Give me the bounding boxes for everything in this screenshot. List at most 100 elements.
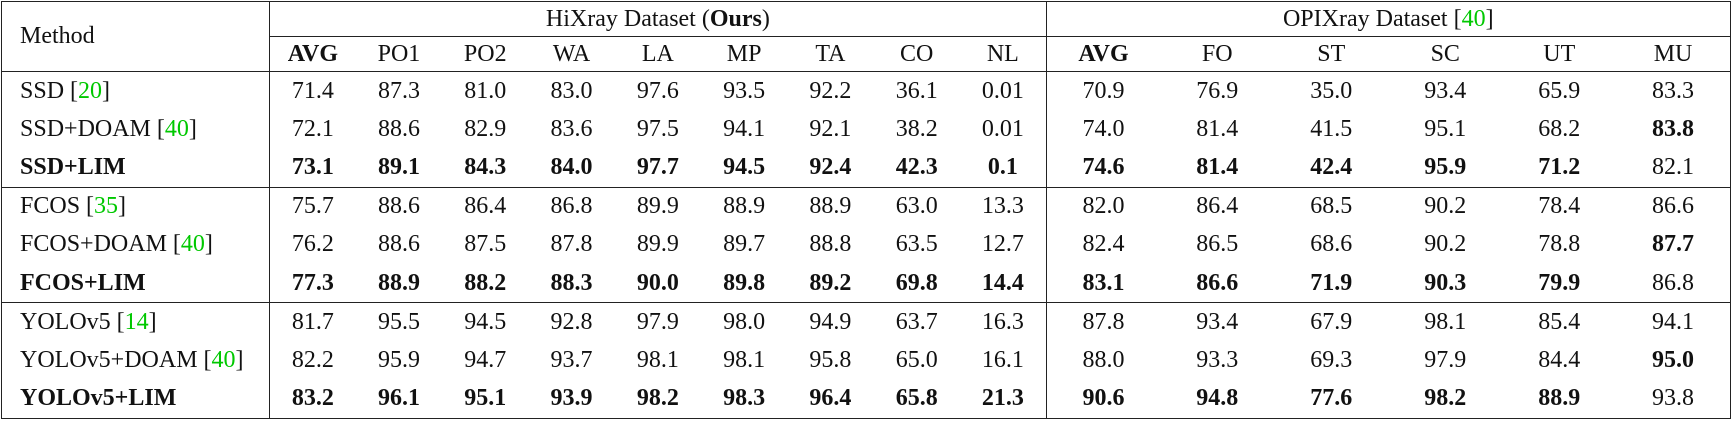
- text-segment: 40: [211, 346, 236, 373]
- value-cell: 35.0: [1274, 71, 1389, 110]
- method-cell: SSD+LIM: [2, 149, 270, 188]
- column-header: NL: [959, 36, 1047, 72]
- value-cell: 87.5: [464, 231, 507, 258]
- column-header: FO: [1160, 36, 1275, 72]
- value-cell: 94.1: [723, 115, 766, 142]
- value-cell: 0.1: [987, 154, 1018, 180]
- value-cell: 94.5: [723, 154, 766, 180]
- text-segment: 35: [94, 193, 119, 219]
- value-cell: 94.8: [1196, 385, 1239, 411]
- value-cell: 96.1: [377, 385, 420, 411]
- value-cell: 16.1: [981, 346, 1024, 373]
- method-cell: FCOS [35]: [1, 186, 270, 226]
- column-header: PO2: [442, 36, 529, 72]
- text-segment: YOLOv5 [: [20, 308, 125, 335]
- value-cell: 89.1: [377, 154, 420, 180]
- value-cell: 94.7: [464, 346, 507, 373]
- table-row: FCOS [35] 75.7 88.6 86.4 86.8 89.9 88.9 88.9 63.…: [1, 186, 1731, 226]
- value-cell: 81.7: [268, 302, 356, 341]
- text-segment: SSD+LIM: [20, 154, 126, 180]
- value-cell: 98.2: [636, 385, 679, 411]
- column-header: TA: [787, 36, 874, 72]
- value-cell: 74.6: [1045, 148, 1161, 187]
- value-cell: 71.9: [1310, 269, 1353, 296]
- value-cell: 88.6: [377, 231, 420, 258]
- value-cell: 16.3: [959, 302, 1047, 341]
- value-cell: 87.8: [1045, 302, 1161, 341]
- table-header: Method HiXray Dataset (Ours) OPIXray Datas…: [2, 1, 1731, 72]
- table-row: SSD+DOAM [40] 72.1 88.6 82.9 83.6 97.5 94.1 92.…: [2, 110, 1731, 149]
- value-cell: 88.8: [809, 231, 852, 258]
- text-segment: 20: [78, 77, 103, 104]
- value-cell: 89.9: [636, 231, 679, 258]
- text-segment: FCOS+DOAM [: [20, 231, 181, 258]
- text-segment: HiXray Dataset (: [545, 5, 710, 32]
- value-cell: 92.2: [787, 71, 874, 110]
- value-cell: 81.4: [1196, 154, 1239, 180]
- value-cell: 93.3: [1196, 346, 1239, 373]
- value-cell: 92.4: [809, 154, 852, 180]
- text-segment: ]: [118, 193, 127, 219]
- column-header: UT: [1502, 36, 1617, 72]
- value-cell: 95.9: [377, 346, 420, 373]
- text-segment: ]: [204, 231, 213, 258]
- value-cell: 84.4: [1538, 346, 1581, 373]
- column-header: PO1: [355, 36, 443, 72]
- value-cell: 98.1: [1388, 302, 1503, 341]
- value-cell: 92.8: [528, 302, 615, 341]
- method-cell: SSD+DOAM [40]: [2, 110, 270, 149]
- value-cell: 93.9: [550, 385, 593, 411]
- table-row: SSD [20] 71.4 87.3 81.0 83.0 97.6 93.5 92.2 36.1…: [1, 71, 1731, 110]
- value-cell: 84.0: [550, 154, 593, 180]
- method-cell: YOLOv5+DOAM [40]: [2, 341, 270, 380]
- value-cell: 12.7: [981, 231, 1024, 258]
- method-header: Method: [20, 23, 95, 49]
- value-cell: 63.7: [873, 302, 960, 341]
- value-cell: 76.9: [1160, 71, 1275, 110]
- column-header: MU: [1616, 36, 1731, 72]
- value-cell: 42.3: [895, 154, 938, 180]
- value-cell: 83.2: [268, 379, 356, 418]
- value-cell: 95.5: [355, 302, 443, 341]
- value-cell: 74.0: [1045, 110, 1161, 149]
- method-cell: YOLOv5+LIM: [2, 380, 270, 419]
- results-table: Method HiXray Dataset (Ours) OPIXray Datas…: [1, 1, 1731, 419]
- table-row: SSD+LIM 73.1 89.1 84.3 84.0 97.7 94.5 92.4 42.3 0…: [2, 148, 1731, 188]
- value-cell: 98.1: [723, 346, 766, 373]
- value-cell: 87.7: [1652, 231, 1695, 258]
- value-cell: 94.9: [787, 302, 874, 341]
- value-cell: 97.9: [614, 302, 701, 341]
- value-cell: 84.3: [464, 154, 507, 180]
- value-cell: 82.2: [268, 341, 356, 380]
- value-cell: 95.9: [1424, 154, 1467, 180]
- text-segment: 40: [164, 115, 189, 142]
- value-cell: 79.9: [1538, 269, 1581, 296]
- value-cell: 96.4: [809, 385, 852, 411]
- method-cell: YOLOv5 [14]: [1, 302, 270, 341]
- dataset-header: OPIXray Dataset [40]: [1045, 1, 1731, 37]
- value-cell: 90.2: [1388, 186, 1503, 226]
- text-segment: Ours: [709, 5, 762, 32]
- value-cell: 88.6: [355, 186, 443, 226]
- value-cell: 87.8: [550, 231, 593, 258]
- value-cell: 71.4: [268, 71, 356, 110]
- value-cell: 21.3: [981, 385, 1024, 411]
- value-cell: 78.8: [1538, 231, 1581, 258]
- value-cell: 90.3: [1424, 269, 1467, 296]
- text-segment: 14: [124, 308, 149, 335]
- value-cell: 83.1: [1045, 264, 1161, 303]
- table-row: YOLOv5 [14] 81.7 95.5 94.5 92.8 97.9 98.0 94.9 6…: [1, 302, 1731, 341]
- value-cell: 97.9: [1424, 346, 1467, 373]
- value-cell: 83.6: [550, 115, 593, 142]
- column-header: AVG: [1045, 36, 1161, 72]
- text-segment: ]: [1485, 5, 1494, 32]
- value-cell: 88.9: [1538, 385, 1581, 411]
- method-cell: FCOS+DOAM [40]: [2, 226, 270, 265]
- value-cell: 65.0: [895, 346, 938, 373]
- value-cell: 90.6: [1045, 379, 1161, 418]
- value-cell: 95.1: [464, 385, 507, 411]
- value-cell: 93.7: [550, 346, 593, 373]
- value-cell: 93.4: [1160, 302, 1275, 341]
- text-segment: YOLOv5+LIM: [20, 385, 177, 411]
- value-cell: 72.1: [268, 110, 356, 149]
